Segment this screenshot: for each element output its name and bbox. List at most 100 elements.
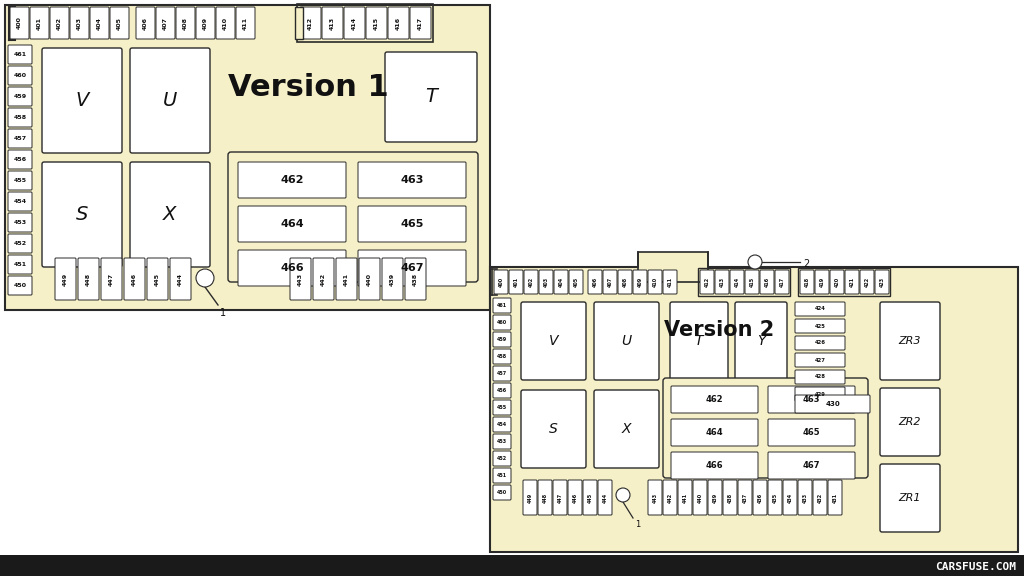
Text: 433: 433 — [803, 492, 808, 503]
FancyBboxPatch shape — [554, 270, 568, 294]
Text: S: S — [549, 422, 558, 436]
FancyBboxPatch shape — [8, 255, 32, 274]
Text: 439: 439 — [390, 272, 395, 286]
FancyBboxPatch shape — [553, 480, 567, 515]
Text: 461: 461 — [497, 303, 507, 308]
Bar — [638, 252, 708, 282]
Text: U: U — [163, 91, 177, 110]
Text: CARSFUSE.COM: CARSFUSE.COM — [935, 562, 1016, 572]
FancyBboxPatch shape — [524, 270, 538, 294]
Bar — [5, 5, 490, 310]
Text: 466: 466 — [706, 461, 723, 470]
FancyBboxPatch shape — [670, 302, 728, 380]
Text: 403: 403 — [544, 277, 549, 287]
Text: 446: 446 — [572, 492, 578, 503]
Text: 455: 455 — [497, 405, 507, 410]
Text: 440: 440 — [697, 492, 702, 503]
FancyBboxPatch shape — [366, 7, 387, 39]
FancyBboxPatch shape — [493, 332, 511, 347]
FancyBboxPatch shape — [50, 7, 69, 39]
Text: S: S — [76, 205, 88, 224]
FancyBboxPatch shape — [42, 162, 122, 267]
FancyBboxPatch shape — [30, 7, 49, 39]
Text: 427: 427 — [814, 358, 825, 362]
Text: 437: 437 — [742, 492, 748, 503]
Text: 444: 444 — [602, 492, 607, 503]
Text: 451: 451 — [13, 262, 27, 267]
Text: 406: 406 — [143, 17, 148, 29]
Text: 452: 452 — [497, 456, 507, 461]
FancyBboxPatch shape — [509, 270, 523, 294]
Text: 405: 405 — [573, 277, 579, 287]
FancyBboxPatch shape — [385, 52, 477, 142]
Circle shape — [616, 488, 630, 502]
Text: 456: 456 — [13, 157, 27, 162]
Text: 441: 441 — [344, 272, 349, 286]
Text: 460: 460 — [497, 320, 507, 325]
FancyBboxPatch shape — [663, 378, 868, 478]
FancyBboxPatch shape — [494, 270, 508, 294]
FancyBboxPatch shape — [795, 336, 845, 350]
Text: X: X — [622, 422, 631, 436]
FancyBboxPatch shape — [300, 7, 321, 39]
FancyBboxPatch shape — [8, 192, 32, 211]
Text: 400: 400 — [499, 277, 504, 287]
FancyBboxPatch shape — [410, 7, 431, 39]
Text: 434: 434 — [787, 492, 793, 503]
FancyBboxPatch shape — [42, 48, 122, 153]
FancyBboxPatch shape — [768, 480, 782, 515]
Text: 414: 414 — [734, 277, 739, 287]
Text: 409: 409 — [638, 277, 642, 287]
Text: 449: 449 — [63, 272, 68, 286]
Text: 462: 462 — [281, 175, 304, 185]
FancyBboxPatch shape — [569, 270, 583, 294]
Text: 438: 438 — [727, 492, 732, 503]
FancyBboxPatch shape — [828, 480, 842, 515]
Text: ZR3: ZR3 — [899, 336, 922, 346]
FancyBboxPatch shape — [633, 270, 647, 294]
Text: 407: 407 — [163, 17, 168, 29]
Text: 412: 412 — [705, 277, 710, 287]
Text: U: U — [622, 334, 632, 348]
Text: 438: 438 — [413, 272, 418, 286]
Text: 417: 417 — [418, 17, 423, 29]
Text: 443: 443 — [298, 272, 303, 286]
FancyBboxPatch shape — [663, 480, 677, 515]
FancyBboxPatch shape — [359, 258, 380, 300]
FancyBboxPatch shape — [539, 270, 553, 294]
Text: ZR1: ZR1 — [899, 493, 922, 503]
Text: 414: 414 — [352, 17, 357, 29]
Text: 465: 465 — [803, 428, 820, 437]
FancyBboxPatch shape — [336, 258, 357, 300]
FancyBboxPatch shape — [236, 7, 255, 39]
FancyBboxPatch shape — [663, 270, 677, 294]
FancyBboxPatch shape — [493, 417, 511, 432]
FancyBboxPatch shape — [775, 270, 790, 294]
Text: Version 1: Version 1 — [228, 74, 389, 103]
FancyBboxPatch shape — [290, 258, 311, 300]
Text: 450: 450 — [13, 283, 27, 288]
FancyBboxPatch shape — [523, 480, 537, 515]
FancyBboxPatch shape — [8, 129, 32, 148]
FancyBboxPatch shape — [147, 258, 168, 300]
FancyBboxPatch shape — [8, 108, 32, 127]
FancyBboxPatch shape — [8, 87, 32, 106]
FancyBboxPatch shape — [583, 480, 597, 515]
FancyBboxPatch shape — [216, 7, 234, 39]
Text: 406: 406 — [593, 277, 597, 287]
FancyBboxPatch shape — [110, 7, 129, 39]
Text: T: T — [694, 334, 703, 348]
FancyBboxPatch shape — [228, 152, 478, 282]
Text: 415: 415 — [374, 17, 379, 29]
Bar — [295, 7, 303, 39]
Text: 454: 454 — [497, 422, 507, 427]
FancyBboxPatch shape — [594, 302, 659, 380]
FancyBboxPatch shape — [78, 258, 99, 300]
FancyBboxPatch shape — [880, 388, 940, 456]
FancyBboxPatch shape — [880, 302, 940, 380]
FancyBboxPatch shape — [795, 387, 845, 401]
Text: 401: 401 — [37, 17, 42, 29]
FancyBboxPatch shape — [730, 270, 744, 294]
Text: 455: 455 — [13, 178, 27, 183]
Text: 449: 449 — [527, 492, 532, 503]
